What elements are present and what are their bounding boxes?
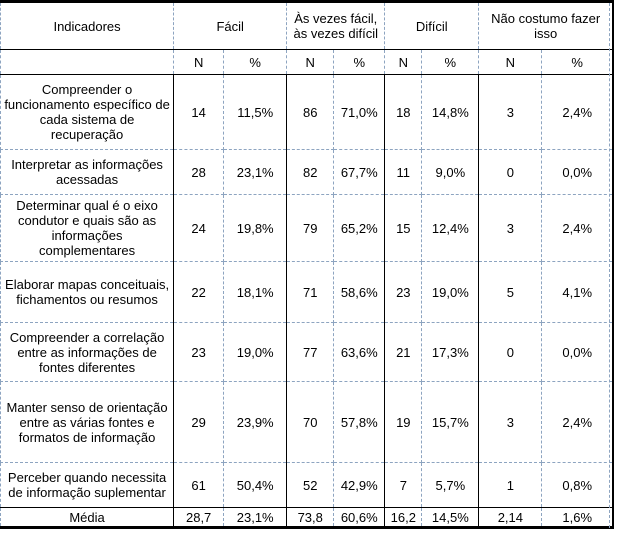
cell-pct: 0,0% xyxy=(541,149,614,195)
row-indicator: Compreender a correlação entre as inform… xyxy=(0,322,175,382)
cell-n: 52 xyxy=(286,462,335,508)
table-row: Compreender o funcionamento específico d… xyxy=(0,74,614,150)
header-n: N xyxy=(478,49,543,75)
cell-n: 3 xyxy=(478,381,543,463)
header-indicators: Indicadores xyxy=(0,1,175,50)
cell-pct: 65,2% xyxy=(333,194,386,262)
cell-n: 0 xyxy=(478,149,543,195)
cell-n: 70 xyxy=(286,381,335,463)
cell-n: 61 xyxy=(173,462,225,508)
cell-pct: 2,4% xyxy=(541,74,614,150)
header-n: N xyxy=(173,49,225,75)
cell-n: 21 xyxy=(384,322,423,382)
header-n: N xyxy=(286,49,335,75)
cell-pct: 11,5% xyxy=(223,74,288,150)
cell-n: 5 xyxy=(478,261,543,323)
header-empty-cell xyxy=(0,49,175,75)
cell-n: 28,7 xyxy=(173,507,225,528)
cell-n: 18 xyxy=(384,74,423,150)
cell-n: 2,14 xyxy=(478,507,543,528)
cell-pct: 60,6% xyxy=(333,507,386,528)
table-row: Manter senso de orientação entre as vári… xyxy=(0,381,614,463)
cell-pct: 57,8% xyxy=(333,381,386,463)
row-indicator: Elaborar mapas conceituais, fichamentos … xyxy=(0,261,175,323)
cell-n: 23 xyxy=(384,261,423,323)
cell-pct: 15,7% xyxy=(421,381,480,463)
cell-n: 1 xyxy=(478,462,543,508)
footer-label: Média xyxy=(0,507,175,528)
cell-pct: 14,8% xyxy=(421,74,480,150)
cell-n: 16,2 xyxy=(384,507,423,528)
cell-n: 3 xyxy=(478,194,543,262)
header-group-dificil: Difícil xyxy=(384,1,480,50)
cell-pct: 71,0% xyxy=(333,74,386,150)
cell-pct: 23,9% xyxy=(223,381,288,463)
table-row: Perceber quando necessita de informação … xyxy=(0,462,614,508)
cell-pct: 18,1% xyxy=(223,261,288,323)
header-group-nao-costumo: Não costumo fazer isso xyxy=(478,1,614,50)
cell-pct: 19,0% xyxy=(223,322,288,382)
cell-n: 14 xyxy=(173,74,225,150)
cell-pct: 14,5% xyxy=(421,507,480,528)
cell-n: 15 xyxy=(384,194,423,262)
cell-n: 73,8 xyxy=(286,507,335,528)
table-row: Elaborar mapas conceituais, fichamentos … xyxy=(0,261,614,323)
header-pct: % xyxy=(223,49,288,75)
header-pct: % xyxy=(421,49,480,75)
header-pct: % xyxy=(333,49,386,75)
row-indicator: Manter senso de orientação entre as vári… xyxy=(0,381,175,463)
header-group-facil: Fácil xyxy=(173,1,288,50)
cell-n: 23 xyxy=(173,322,225,382)
cell-n: 11 xyxy=(384,149,423,195)
table-row: Compreender a correlação entre as inform… xyxy=(0,322,614,382)
cell-pct: 2,4% xyxy=(541,194,614,262)
cell-pct: 5,7% xyxy=(421,462,480,508)
cell-n: 7 xyxy=(384,462,423,508)
header-row-groups: Indicadores Fácil Às vezes fácil, às vez… xyxy=(0,1,614,50)
row-indicator: Determinar qual é o eixo condutor e quai… xyxy=(0,194,175,262)
cell-pct: 19,8% xyxy=(223,194,288,262)
cell-n: 19 xyxy=(384,381,423,463)
cell-pct: 1,6% xyxy=(541,507,614,528)
header-n: N xyxy=(384,49,423,75)
cell-pct: 0,8% xyxy=(541,462,614,508)
cell-pct: 67,7% xyxy=(333,149,386,195)
cell-n: 0 xyxy=(478,322,543,382)
cell-pct: 23,1% xyxy=(223,507,288,528)
footer-row-media: Média 28,7 23,1% 73,8 60,6% 16,2 14,5% 2… xyxy=(0,507,614,528)
cell-pct: 19,0% xyxy=(421,261,480,323)
header-group-as-vezes: Às vezes fácil, às vezes difícil xyxy=(286,1,386,50)
cell-pct: 58,6% xyxy=(333,261,386,323)
header-pct: % xyxy=(541,49,614,75)
cell-pct: 42,9% xyxy=(333,462,386,508)
row-indicator: Compreender o funcionamento específico d… xyxy=(0,74,175,150)
row-indicator: Perceber quando necessita de informação … xyxy=(0,462,175,508)
cell-pct: 9,0% xyxy=(421,149,480,195)
cell-n: 29 xyxy=(173,381,225,463)
cell-n: 24 xyxy=(173,194,225,262)
cell-pct: 2,4% xyxy=(541,381,614,463)
cell-pct: 12,4% xyxy=(421,194,480,262)
cell-n: 3 xyxy=(478,74,543,150)
table-row: Determinar qual é o eixo condutor e quai… xyxy=(0,194,614,262)
row-indicator: Interpretar as informações acessadas xyxy=(0,149,175,195)
cell-pct: 0,0% xyxy=(541,322,614,382)
cell-n: 22 xyxy=(173,261,225,323)
cell-pct: 23,1% xyxy=(223,149,288,195)
cell-n: 28 xyxy=(173,149,225,195)
cell-n: 71 xyxy=(286,261,335,323)
cell-n: 77 xyxy=(286,322,335,382)
cell-n: 86 xyxy=(286,74,335,150)
table-row: Interpretar as informações acessadas 28 … xyxy=(0,149,614,195)
cell-pct: 50,4% xyxy=(223,462,288,508)
cell-n: 79 xyxy=(286,194,335,262)
cell-pct: 4,1% xyxy=(541,261,614,323)
cell-n: 82 xyxy=(286,149,335,195)
header-row-subcolumns: N % N % N % N % xyxy=(0,49,614,75)
cell-pct: 17,3% xyxy=(421,322,480,382)
cell-pct: 63,6% xyxy=(333,322,386,382)
